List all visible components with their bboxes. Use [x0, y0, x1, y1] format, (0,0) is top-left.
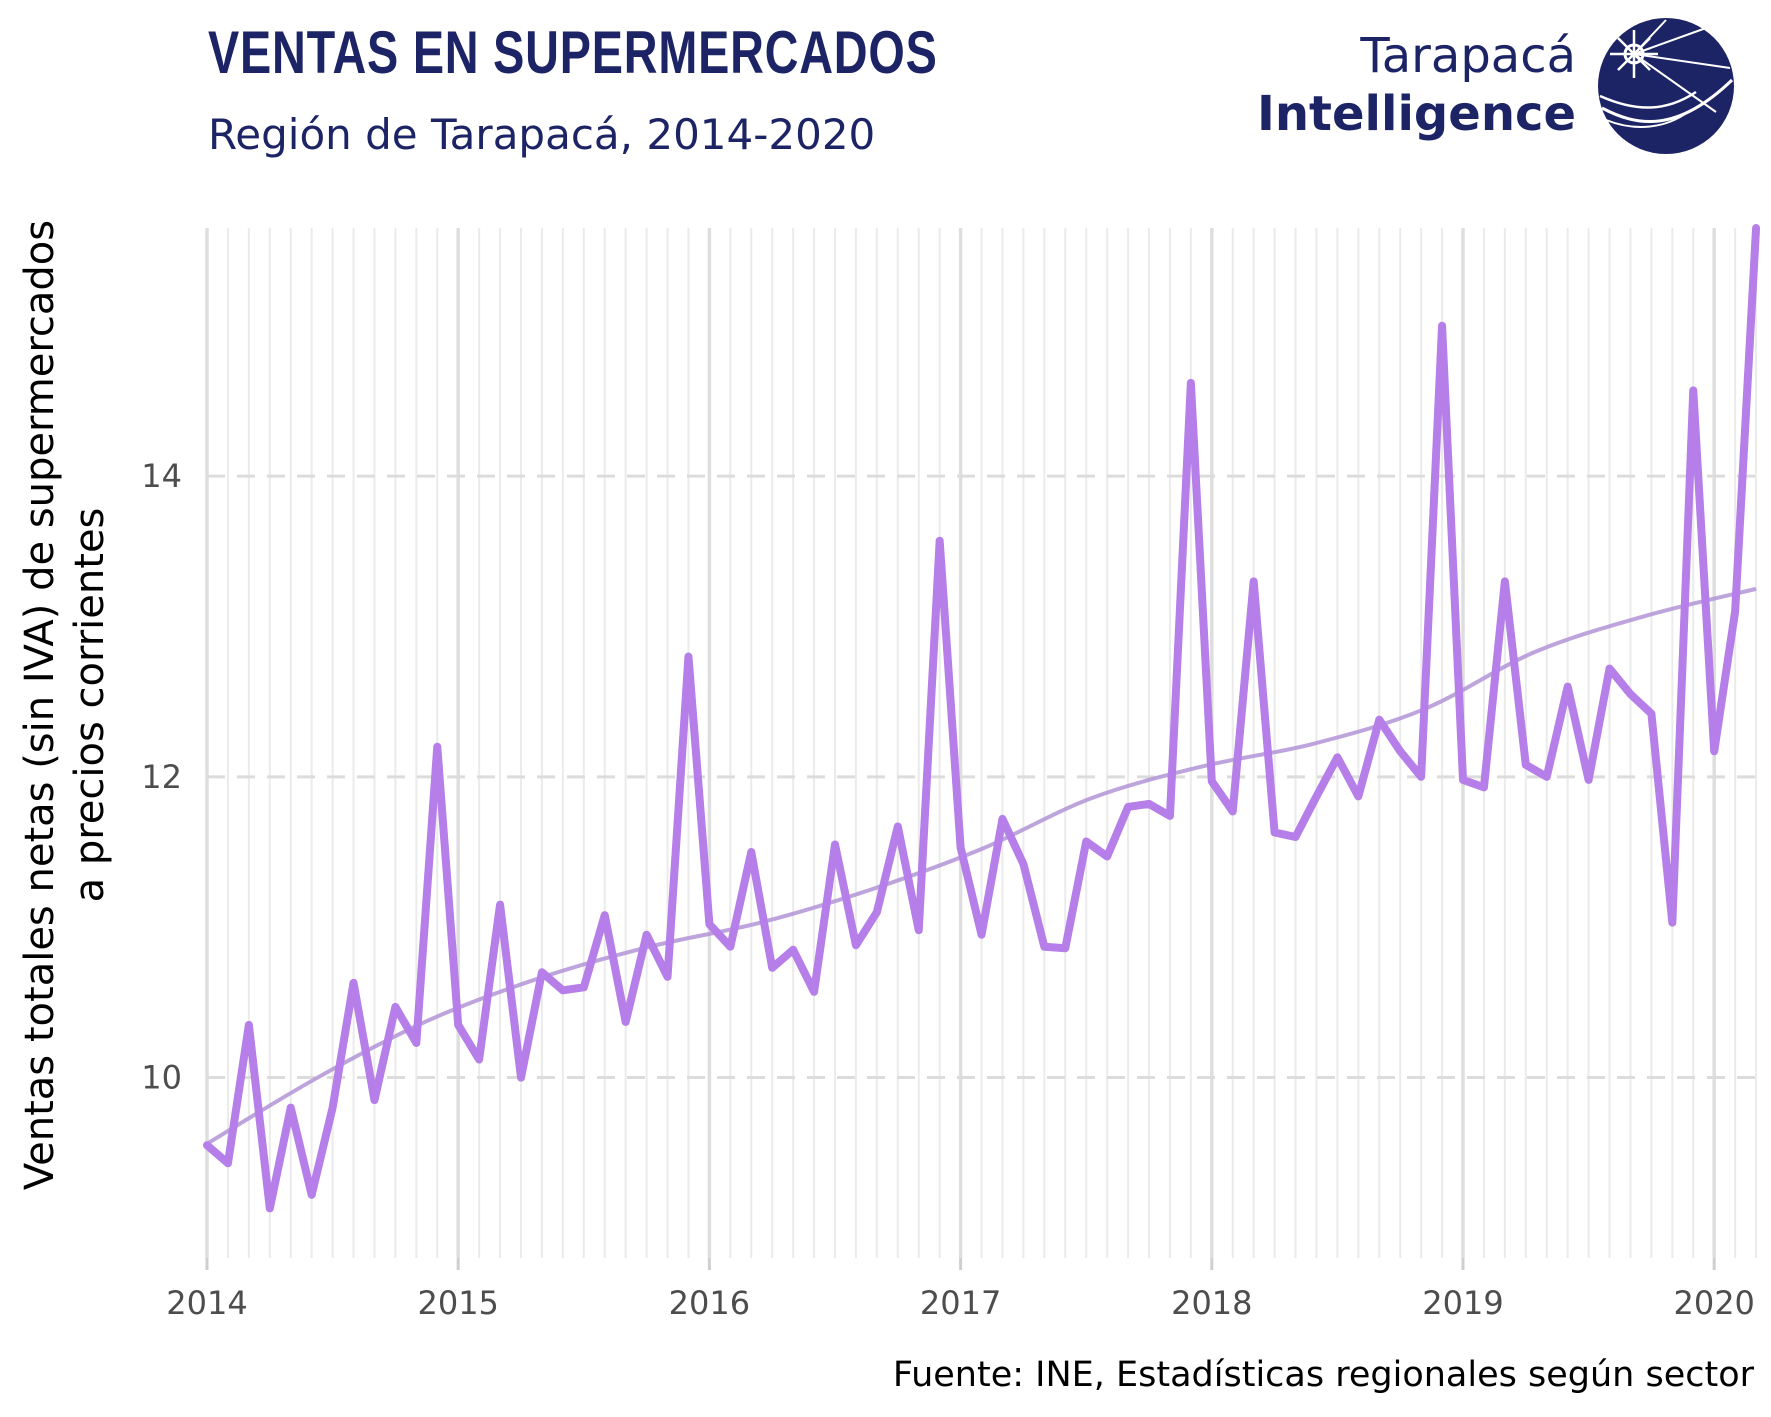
x-tick-label: 2017 [920, 1284, 1001, 1322]
chart-subtitle: Región de Tarapacá, 2014-2020 [208, 110, 876, 159]
x-axis-ticks: 2014 2015 2016 2017 2018 2019 2020 [166, 1258, 1755, 1322]
y-axis-title-line1: Ventas totales netas (sin IVA) de superm… [17, 220, 63, 1190]
x-tick-label: 2020 [1673, 1284, 1754, 1322]
y-tick-label: 12 [141, 758, 182, 796]
series-line [203, 224, 1761, 1213]
x-tick-label: 2019 [1422, 1284, 1503, 1322]
grid-major-lines [205, 228, 1716, 1258]
series-layer [203, 224, 1761, 1213]
source-caption: Fuente: INE, Estadísticas regionales seg… [892, 1355, 1754, 1395]
logo-wordmark: Tarapacá Intelligence [1257, 28, 1576, 143]
y-tick-label: 14 [141, 457, 182, 495]
y-axis-ticks: 10 12 14 [141, 457, 182, 1096]
grid-horizontal-lines [207, 474, 1756, 1080]
chart-title: VENTAS EN SUPERMERCADOS [208, 19, 938, 86]
logo-line-tarapaca: Tarapacá [1360, 28, 1576, 84]
x-tick-label: 2015 [417, 1284, 498, 1322]
x-tick-label: 2018 [1171, 1284, 1252, 1322]
x-tick-label: 2014 [166, 1284, 247, 1322]
logo-line-intelligence: Intelligence [1257, 85, 1576, 142]
logo-globe-icon [1598, 18, 1734, 154]
grid-minor-lines [226, 228, 1758, 1258]
x-tick-label: 2016 [669, 1284, 750, 1322]
y-axis-title-line2: a precios corrientes [67, 508, 113, 903]
y-tick-label: 10 [141, 1059, 182, 1097]
